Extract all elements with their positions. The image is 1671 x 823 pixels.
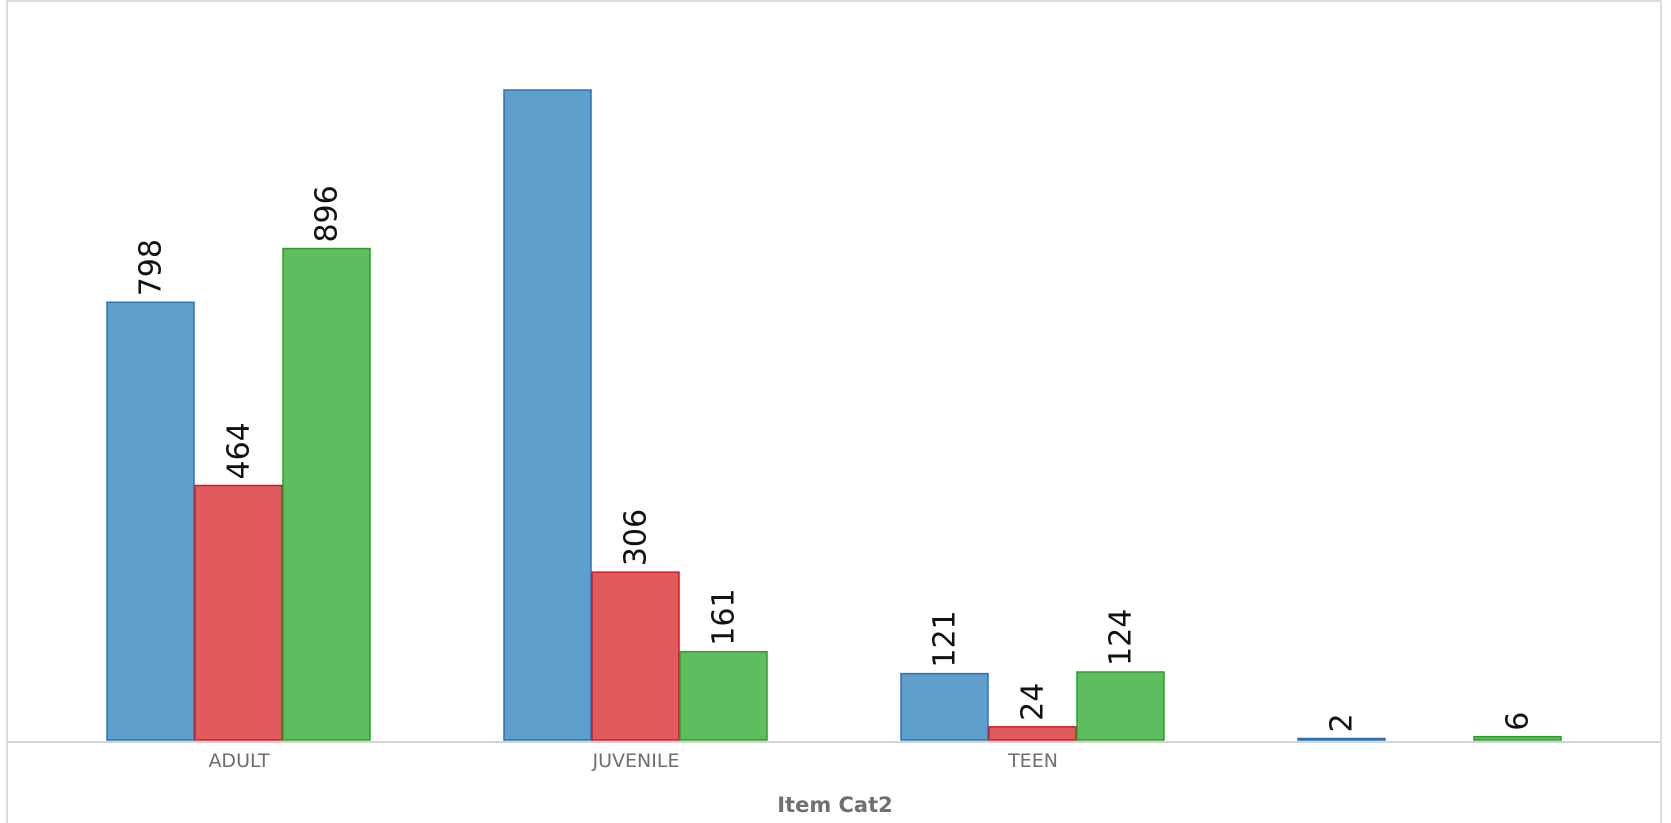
data-label-adult-3: 896	[310, 185, 345, 242]
category-label-adult: ADULT	[208, 750, 270, 772]
bar-teen-3	[1076, 671, 1165, 741]
category-label-teen: TEEN	[1007, 750, 1058, 772]
data-label-teen-2: 24	[1016, 683, 1051, 721]
bar-teen-1	[900, 672, 989, 741]
bar-juvenile-3	[679, 650, 768, 741]
category-label-juvenile: JUVENILE	[592, 750, 680, 772]
bar-adult-3	[282, 247, 371, 741]
data-labels-group: 798 464 896 306 161 121 24 124 2 6	[134, 185, 1536, 732]
bar-juvenile-2	[591, 571, 680, 741]
data-label-adult-1: 798	[134, 239, 169, 296]
category-labels-group: ADULT JUVENILE TEEN	[208, 750, 1057, 772]
data-label-juvenile-3: 161	[707, 588, 742, 645]
bar-adult-1	[106, 301, 195, 741]
x-axis-title: Item Cat2	[777, 793, 893, 817]
bar-blank-3	[1473, 735, 1562, 741]
data-label-juvenile-2: 306	[619, 509, 654, 566]
bar-blank-1	[1297, 737, 1386, 741]
bar-juvenile-1	[503, 89, 592, 741]
data-label-teen-1: 121	[928, 610, 963, 667]
data-label-blank-1: 2	[1325, 713, 1360, 732]
bar-adult-2	[194, 484, 283, 741]
data-label-adult-2: 464	[222, 422, 257, 479]
bars-group	[106, 89, 1562, 741]
data-label-teen-3: 124	[1104, 609, 1139, 666]
data-label-blank-3: 6	[1501, 712, 1536, 731]
chart-frame	[6, 0, 1662, 823]
bar-teen-2	[988, 726, 1077, 741]
